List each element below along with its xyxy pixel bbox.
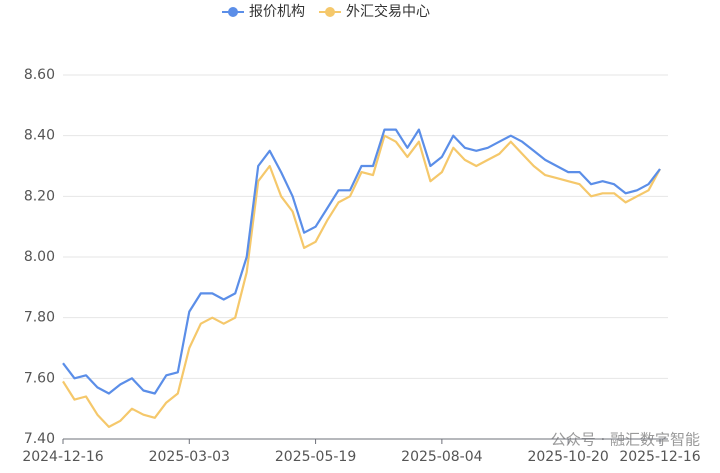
y-tick-label: 7.40 [24, 431, 55, 447]
x-tick-label: 2025-10-20 [527, 449, 608, 465]
y-tick-label: 7.80 [24, 310, 55, 326]
legend-label: 外汇交易中心 [346, 3, 430, 20]
legend-label: 报价机构 [249, 4, 305, 20]
y-tick-label: 8.60 [24, 67, 55, 83]
x-tick-label: 2025-03-03 [149, 449, 230, 465]
y-tick-label: 8.40 [24, 128, 55, 144]
series-line [62, 134, 661, 428]
x-tick-label: 2025-05-19 [275, 449, 356, 465]
legend-marker [228, 7, 238, 17]
series-line [62, 128, 661, 395]
legend: 报价机构 外汇交易中心 [222, 3, 430, 20]
y-tick-label: 8.20 [24, 188, 55, 204]
x-tick-label: 2025-12-16 [619, 449, 700, 465]
legend-marker [325, 7, 335, 17]
y-tick-label: 8.00 [24, 249, 55, 265]
x-tick-label: 2025-08-04 [401, 449, 482, 465]
x-tick-label: 2024-12-16 [22, 449, 103, 465]
y-tick-label: 7.60 [24, 370, 55, 386]
